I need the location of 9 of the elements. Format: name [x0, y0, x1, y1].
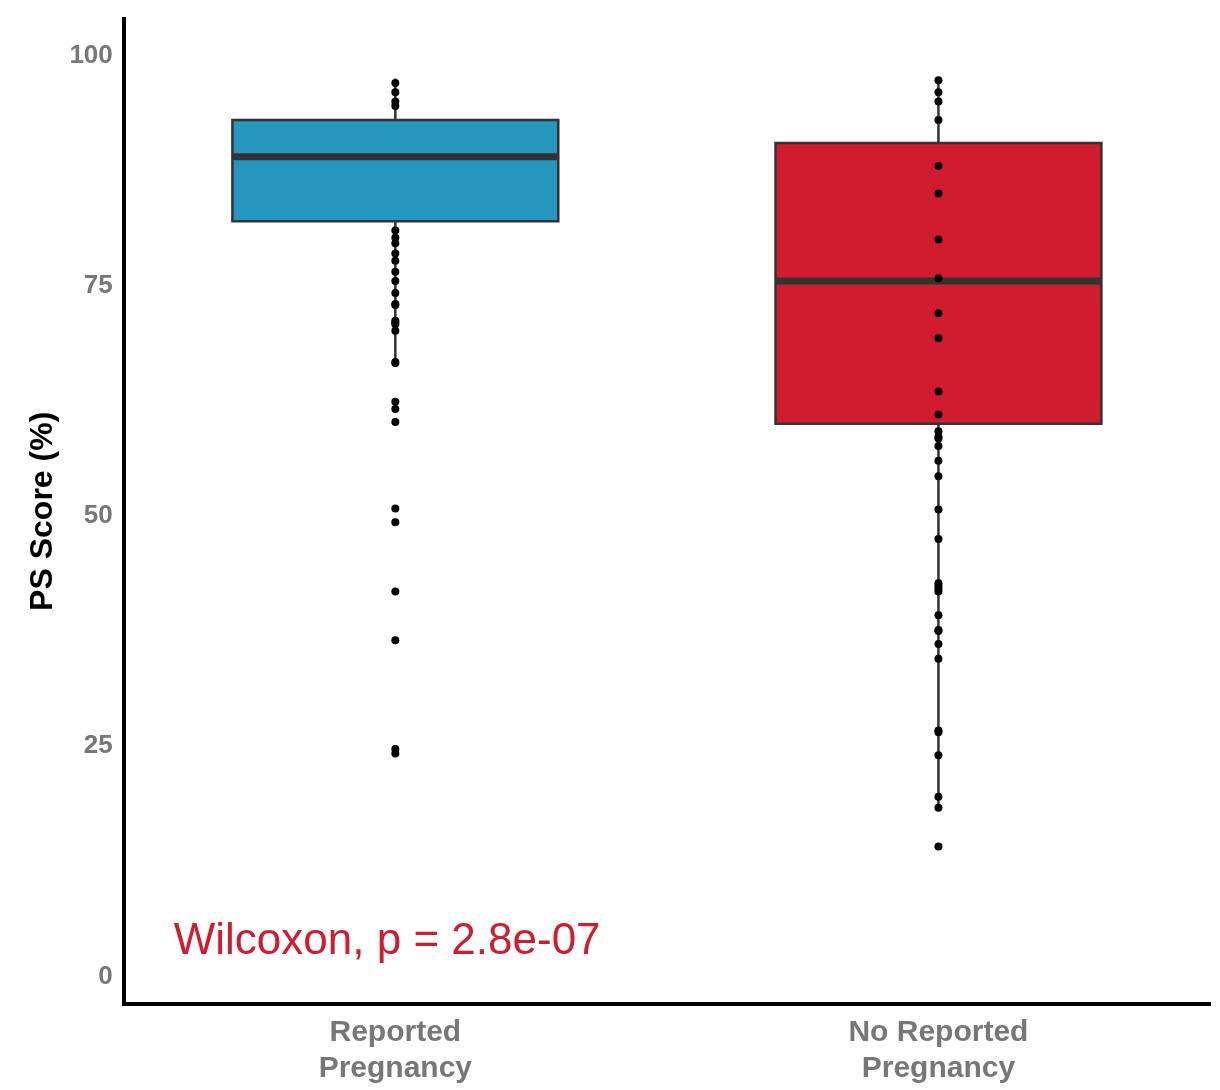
y-tick-label: 75 — [83, 268, 113, 299]
annotation: Wilcoxon, p = 2.8e-07 — [173, 914, 601, 964]
x-tick-label: Reported Pregnancy — [318, 1014, 473, 1084]
y-axis-title: PS Score (%) — [23, 411, 60, 611]
y-tick-label: 100 — [69, 38, 113, 69]
y-tick-label: 25 — [83, 729, 113, 760]
x-tick-label: No Reported Pregnancy — [848, 1014, 1029, 1084]
y-tick-label: 50 — [83, 499, 113, 530]
y-tick-label: 0 — [98, 959, 113, 990]
